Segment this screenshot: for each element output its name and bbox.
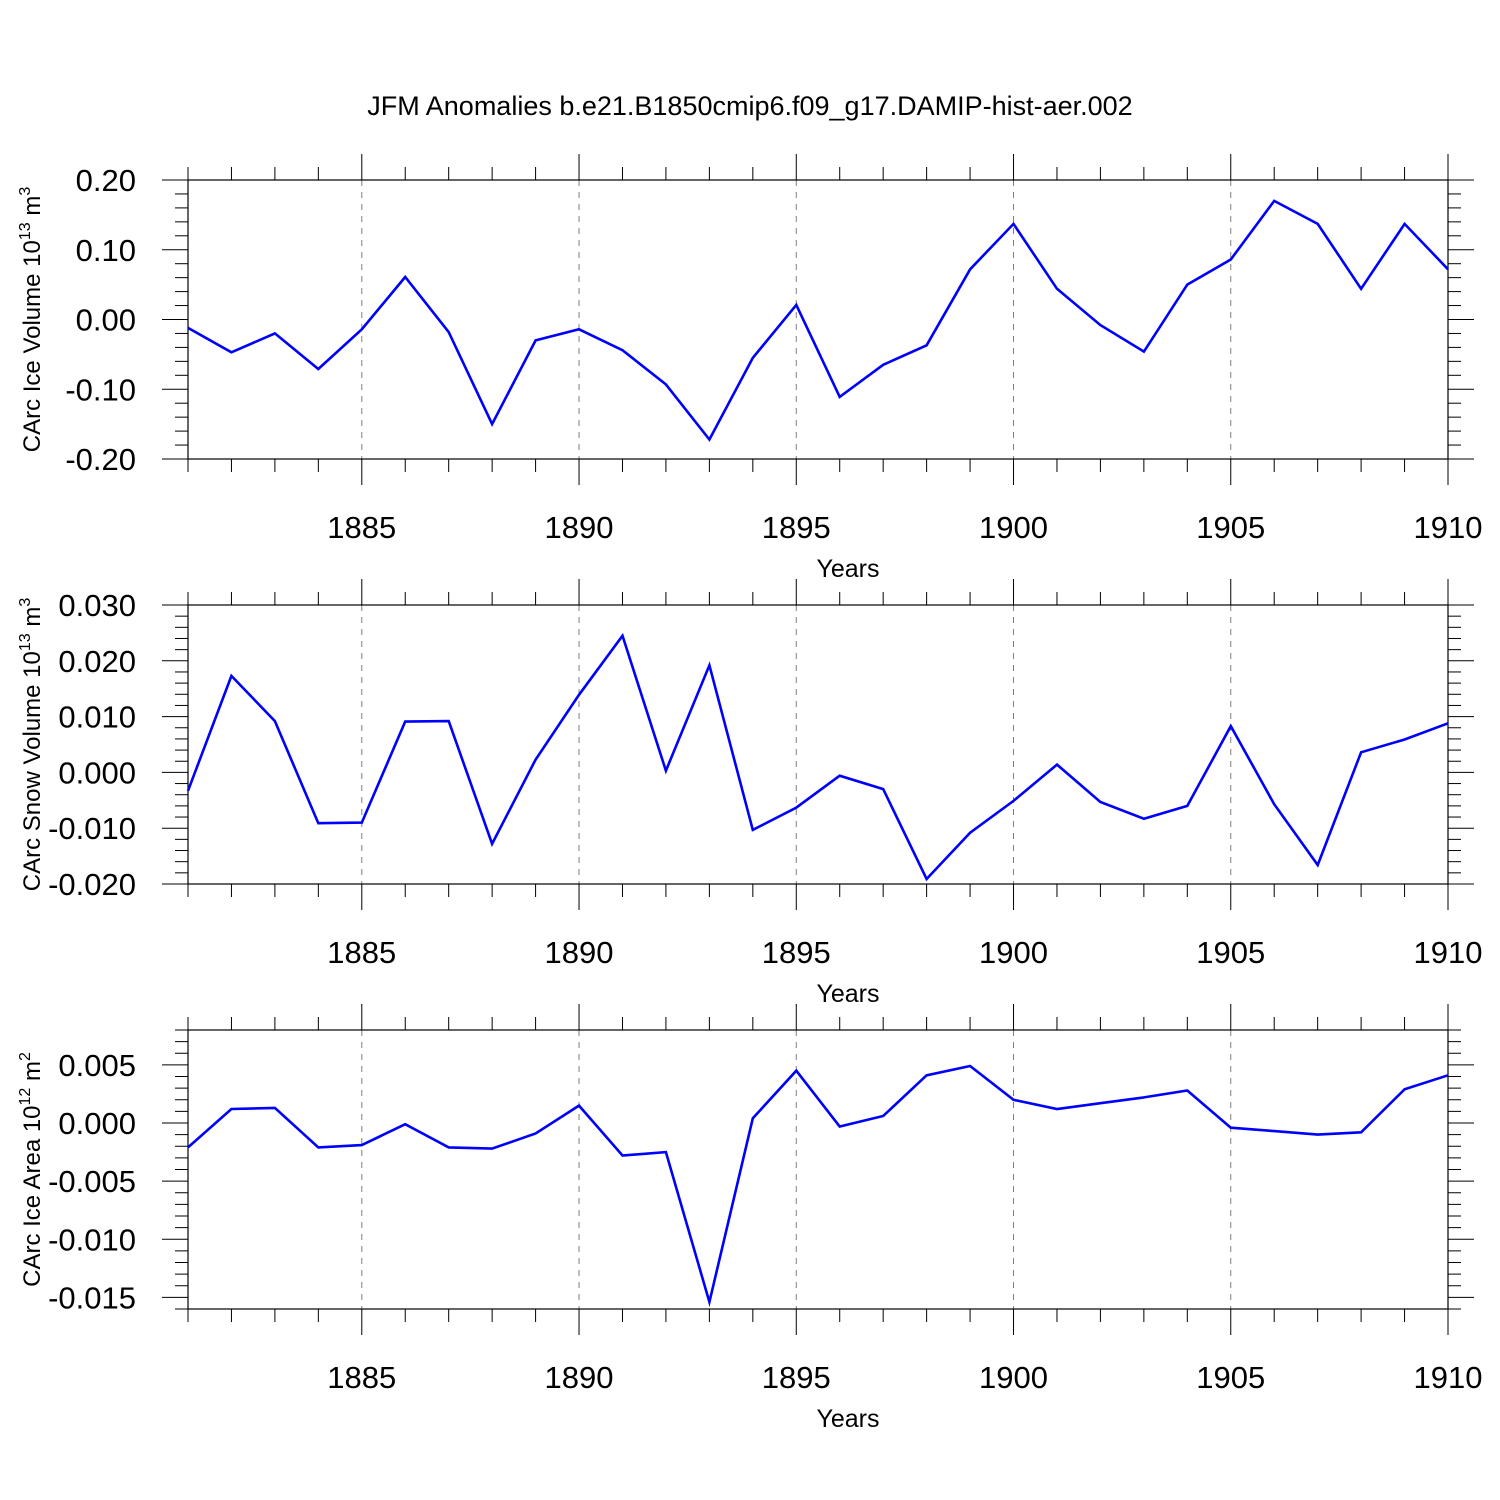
x-tick-label: 1885 bbox=[327, 935, 396, 970]
x-tick-label: 1910 bbox=[1414, 1360, 1483, 1395]
x-axis-label: Years bbox=[816, 1405, 879, 1433]
y-tick-label: 0.10 bbox=[76, 233, 136, 268]
y-axis-label-unit-exponent: 3 bbox=[17, 598, 34, 607]
y-tick-label: -0.010 bbox=[48, 1222, 136, 1257]
y-axis-label-text: CArc Ice Area 10 bbox=[19, 1105, 46, 1286]
x-tick-label: 1900 bbox=[979, 1360, 1048, 1395]
y-axis-label-text: CArc Snow Volume 10 bbox=[19, 651, 46, 891]
panels: 1885 1890 1895 1900 1905 1910 -0.20 -0.10 0.00 0.… bbox=[17, 154, 1482, 1433]
y-tick-label: -0.10 bbox=[65, 372, 136, 407]
x-axis-label: Years bbox=[816, 555, 879, 583]
y-axis-label-unit-exponent: 3 bbox=[17, 187, 34, 196]
x-axis-label: Years bbox=[816, 980, 879, 1008]
x-tick-label: 1890 bbox=[545, 510, 614, 545]
x-tick-label: 1895 bbox=[762, 935, 831, 970]
y-axis-label-exponent: 12 bbox=[17, 1088, 34, 1106]
y-tick-label: -0.20 bbox=[65, 442, 136, 477]
x-tick-label: 1885 bbox=[327, 510, 396, 545]
plot-frame bbox=[187, 1029, 1449, 1310]
y-tick-label: -0.010 bbox=[48, 811, 136, 846]
y-axis-label-exponent: 13 bbox=[17, 633, 34, 651]
x-tick-label: 1895 bbox=[762, 510, 831, 545]
series-line bbox=[187, 1064, 1449, 1308]
x-tick-label: 1910 bbox=[1414, 935, 1483, 970]
y-axis-label-text: CArc Ice Volume 10 bbox=[19, 240, 46, 452]
y-tick-label: -0.020 bbox=[48, 867, 136, 902]
y-tick-label: 0.20 bbox=[76, 163, 136, 198]
plot-frame bbox=[187, 604, 1449, 885]
y-axis-label-unit: m bbox=[19, 1061, 46, 1088]
x-tick-label: 1890 bbox=[545, 935, 614, 970]
y-tick-label: 0.010 bbox=[58, 700, 136, 735]
panel-3: 1885 1890 1895 1900 1905 1910 -0.015 -0.010 -0.0… bbox=[17, 1004, 1482, 1433]
panel-1: 1885 1890 1895 1900 1905 1910 -0.20 -0.10 0.00 0.… bbox=[17, 154, 1482, 583]
y-tick-label: -0.015 bbox=[48, 1280, 136, 1315]
y-axis-label: CArc Ice Area 1012 m2 bbox=[17, 1052, 46, 1287]
x-tick-label: 1885 bbox=[327, 1360, 396, 1395]
x-tick-label: 1905 bbox=[1196, 1360, 1265, 1395]
y-axis-label-unit-exponent: 2 bbox=[17, 1052, 34, 1061]
panel-2: 1885 1890 1895 1900 1905 1910 -0.020 -0.010 0.00… bbox=[17, 579, 1482, 1008]
x-tick-label: 1900 bbox=[979, 935, 1048, 970]
y-tick-label: 0.00 bbox=[76, 303, 136, 338]
x-tick-label: 1905 bbox=[1196, 510, 1265, 545]
x-tick-label: 1890 bbox=[545, 1360, 614, 1395]
figure-title: JFM Anomalies b.e21.B1850cmip6.f09_g17.D… bbox=[367, 91, 1132, 121]
y-axis-label: CArc Ice Volume 1013 m3 bbox=[17, 187, 46, 453]
series-line bbox=[187, 199, 1449, 442]
y-tick-label: 0.030 bbox=[58, 588, 136, 623]
y-tick-label: 0.000 bbox=[58, 755, 136, 790]
y-tick-label: -0.005 bbox=[48, 1164, 136, 1199]
y-tick-label: 0.000 bbox=[58, 1106, 136, 1141]
x-tick-label: 1900 bbox=[979, 510, 1048, 545]
y-axis-label-exponent: 13 bbox=[17, 222, 34, 240]
y-axis-label-unit: m bbox=[19, 607, 46, 634]
series-line bbox=[186, 632, 1449, 882]
y-tick-label: 0.020 bbox=[58, 644, 136, 679]
x-tick-label: 1910 bbox=[1414, 510, 1483, 545]
x-tick-label: 1905 bbox=[1196, 935, 1265, 970]
x-tick-label: 1895 bbox=[762, 1360, 831, 1395]
y-tick-label: 0.005 bbox=[58, 1048, 136, 1083]
y-axis-label: CArc Snow Volume 1013 m3 bbox=[17, 598, 46, 892]
y-axis-label-unit: m bbox=[19, 196, 46, 223]
